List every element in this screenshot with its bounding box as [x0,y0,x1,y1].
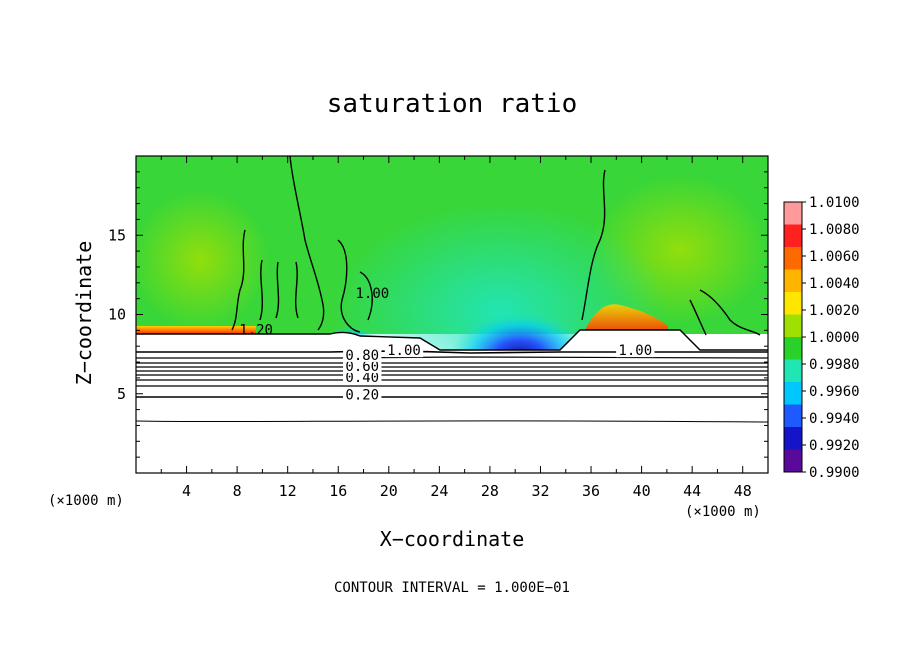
field-hot-strip-left [136,326,256,334]
x-tick-label: 20 [380,482,398,500]
colorbar-label: 0.9960 [809,384,860,400]
colorbar-label: 0.9920 [809,438,860,454]
contour-label: 1.00 [387,343,421,359]
colorbar-swatch [784,337,802,360]
contour-label: 0.40 [345,370,379,386]
colorbar-swatch [784,224,802,248]
y-axis-ticks: 5 10 15 [108,171,768,458]
colorbar-label: 1.0040 [809,276,860,292]
x-tick-label: 24 [430,482,448,500]
contour-labels: 0.20 0.400.600.80 1.00 1.00 1.00 1.20 [239,286,655,404]
colorbar-swatch [784,314,802,338]
colorbar-label: 0.9940 [809,411,860,427]
x-tick-label: 44 [683,482,701,500]
field-patch-left [136,190,270,330]
x-tick-label: 4 [182,482,191,500]
x-unit-label: (×1000 m) [685,504,761,520]
contour-label: 0.80 [345,348,379,364]
y-tick-label: 15 [108,226,126,244]
contour-label: 0.20 [345,388,379,404]
colorbar-label: 0.9980 [809,357,860,373]
y-tick-label: 5 [117,385,126,403]
field-white-band [136,330,768,473]
colorbar-swatch [784,359,802,383]
chart-title: saturation ratio [327,89,577,119]
colorbar-swatch [784,269,802,293]
contour-label: 0.60 [345,359,379,375]
y-unit-label: (×1000 m) [48,493,124,509]
contour-label: 1.00 [356,286,390,302]
colorbar-label: 1.0000 [809,330,860,346]
colorbar-swatch [784,292,802,315]
colorbar-label: 1.0080 [809,222,860,238]
contour-label-bg [343,348,382,362]
colorbar-label: 1.0020 [809,303,860,319]
colorbar-label: 0.9900 [809,465,860,481]
contour-lines-upper [136,156,768,351]
x-tick-label: 36 [582,482,600,500]
colorbar-swatch [784,202,802,225]
x-tick-label: 32 [531,482,549,500]
x-tick-label: 12 [279,482,297,500]
x-tick-label: 8 [233,482,242,500]
y-axis-title: Z−coordinate [72,241,96,386]
colorbar-swatch [784,382,802,405]
contour-lines-lower [136,350,768,423]
field-hot-patch-right [585,304,668,334]
x-tick-label: 48 [734,482,752,500]
colorbar [783,201,803,473]
x-axis-ticks: 4 8 12 16 20 24 28 32 36 40 44 48 [160,156,752,500]
x-tick-label: 40 [633,482,651,500]
colorbar-swatch [784,247,802,270]
x-tick-label: 28 [481,482,499,500]
contour-label-bg [384,344,424,358]
x-axis-title: X−coordinate [380,527,525,551]
colorbar-swatch [784,404,802,428]
colorbar-labels: 1.0100 1.0080 1.0060 1.0040 1.0020 1.0000 0.99… [802,195,860,481]
plot-area: 0.20 0.400.600.80 1.00 1.00 1.00 1.20 [136,156,768,473]
colorbar-label: 1.0100 [809,195,860,211]
contour-label-bg [616,344,655,358]
contour-interval-note: CONTOUR INTERVAL = 1.000E−01 [334,580,570,596]
colorbar-swatch [784,449,802,473]
colorbar-label: 1.0060 [809,249,860,265]
contour-label: 1.00 [618,343,652,359]
contour-label: 1.20 [239,323,273,339]
contour-label-bg [343,359,382,373]
y-tick-label: 10 [108,306,126,324]
contour-label-bg [343,371,382,385]
contour-label-bg [343,388,382,402]
colorbar-swatch [784,427,802,450]
x-tick-label: 16 [329,482,347,500]
